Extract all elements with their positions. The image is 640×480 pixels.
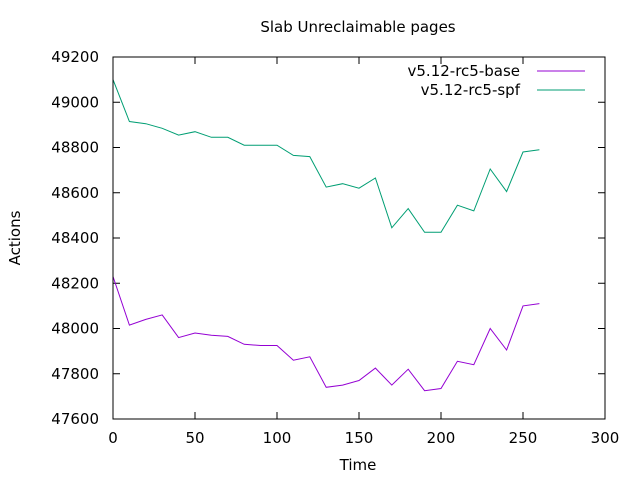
x-tick-label: 150 (345, 429, 374, 447)
y-tick-label: 47600 (51, 410, 99, 428)
chart-title: Slab Unreclaimable pages (260, 18, 455, 36)
series-line-2 (112, 79, 540, 233)
y-tick-label: 47800 (51, 365, 99, 383)
plot-frame (112, 56, 606, 420)
x-tick-label: 200 (427, 429, 456, 447)
x-axis-label: Time (339, 456, 377, 474)
x-tick-label: 300 (591, 429, 620, 447)
x-tick-label: 100 (263, 429, 292, 447)
x-tick-label: 50 (185, 429, 204, 447)
y-tick-label: 48200 (51, 274, 99, 292)
y-tick-label: 49200 (51, 48, 99, 66)
y-tick-label: 48800 (51, 139, 99, 157)
y-tick-label: 48600 (51, 184, 99, 202)
y-tick-label: 48000 (51, 320, 99, 338)
x-tick-label: 0 (108, 429, 118, 447)
y-tick-label: 48400 (51, 229, 99, 247)
series-line-1 (112, 276, 540, 392)
x-tick-label: 250 (509, 429, 538, 447)
y-axis-label: Actions (6, 210, 24, 265)
y-tick-label: 49000 (51, 93, 99, 111)
axis-ticks: 0 50 100 150 200 250 300 47600 47800 48000 48200 48… (51, 48, 619, 447)
series-layer (112, 79, 540, 392)
legend-label: v5.12-rc5-spf (421, 81, 521, 99)
legend-label: v5.12-rc5-base (408, 62, 521, 80)
